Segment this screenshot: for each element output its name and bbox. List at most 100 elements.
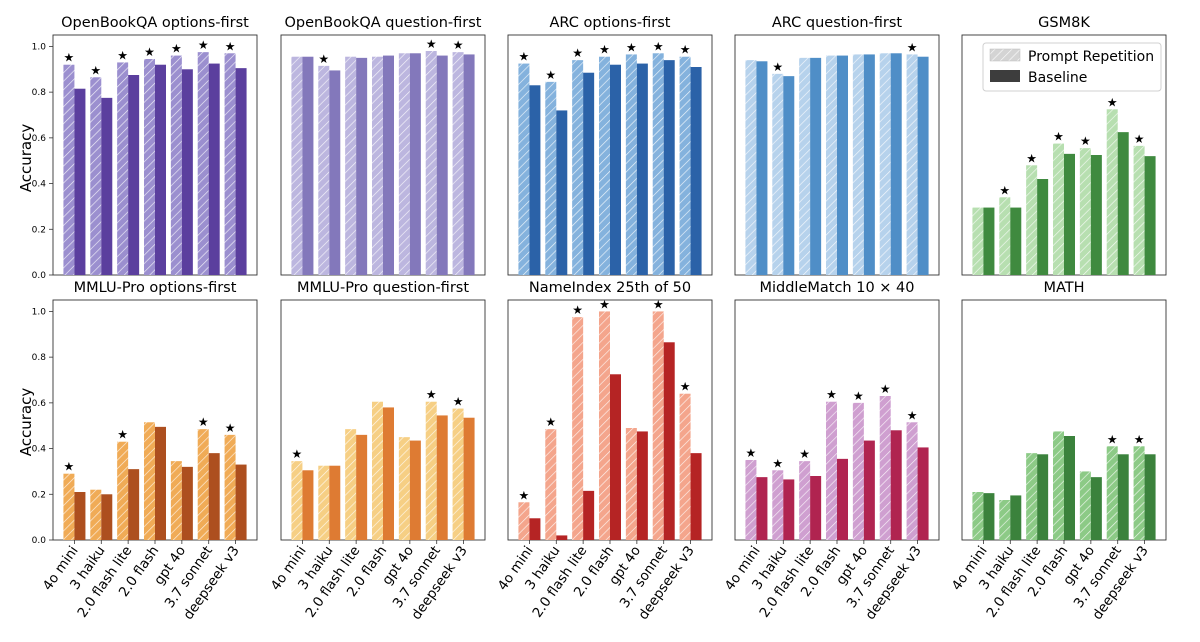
bar-baseline bbox=[1064, 436, 1075, 540]
bar-prompt-repetition bbox=[1079, 471, 1091, 540]
subplot-title: OpenBookQA question-first bbox=[285, 15, 482, 31]
bar-prompt-repetition bbox=[599, 56, 610, 275]
bar-baseline bbox=[1064, 153, 1075, 275]
significance-star: ★ bbox=[453, 38, 464, 52]
significance-star: ★ bbox=[572, 303, 583, 317]
bar-baseline bbox=[1144, 156, 1156, 275]
bar-prompt-repetition bbox=[772, 470, 784, 540]
bar-baseline bbox=[783, 76, 795, 276]
bar-prompt-repetition bbox=[1053, 143, 1064, 275]
subplot: MiddleMatch 10 × 40★4o mini★3 haiku★2.0 … bbox=[722, 280, 940, 623]
significance-star: ★ bbox=[64, 51, 75, 65]
legend: Prompt Repetition Baseline bbox=[982, 42, 1162, 92]
bar-baseline bbox=[1144, 454, 1156, 540]
bar-baseline bbox=[810, 476, 822, 540]
bar-prompt-repetition bbox=[170, 461, 182, 540]
bar-baseline bbox=[329, 70, 341, 275]
bar-prompt-repetition bbox=[291, 56, 303, 275]
bar-prompt-repetition bbox=[972, 207, 984, 275]
y-tick-label: 0.0 bbox=[32, 271, 47, 281]
bar-prompt-repetition bbox=[772, 73, 784, 275]
bar-prompt-repetition bbox=[826, 55, 837, 276]
bar-baseline bbox=[663, 60, 675, 276]
bar-baseline bbox=[983, 493, 995, 540]
bar-baseline bbox=[409, 53, 421, 276]
bar-baseline bbox=[983, 207, 995, 275]
bar-prompt-repetition bbox=[972, 492, 984, 540]
significance-star: ★ bbox=[653, 297, 664, 311]
bar-prompt-repetition bbox=[452, 52, 464, 276]
significance-star: ★ bbox=[1026, 151, 1037, 165]
bar-prompt-repetition bbox=[1026, 165, 1038, 275]
subplot: GSM8K ★ ★ ★ ★ ★ ★ bbox=[961, 15, 1167, 276]
subplot-title: MiddleMatch 10 × 40 bbox=[759, 280, 914, 296]
bar-baseline bbox=[463, 54, 475, 275]
significance-star: ★ bbox=[519, 488, 530, 502]
bar-baseline bbox=[1010, 495, 1022, 540]
bar-baseline bbox=[383, 407, 394, 540]
bar-baseline bbox=[128, 469, 140, 540]
significance-star: ★ bbox=[144, 45, 155, 59]
bar-baseline bbox=[837, 458, 848, 540]
bar-prompt-repetition bbox=[625, 428, 637, 540]
bar-baseline bbox=[181, 69, 193, 276]
significance-star: ★ bbox=[746, 446, 757, 460]
bar-baseline bbox=[101, 97, 113, 275]
y-axis-label-bottom: Accuracy bbox=[17, 388, 35, 457]
subplot-title: NameIndex 25th of 50 bbox=[529, 280, 691, 296]
significance-star: ★ bbox=[117, 48, 128, 62]
bar-baseline bbox=[1117, 132, 1129, 275]
legend-swatch-baseline bbox=[990, 70, 1020, 82]
bar-baseline bbox=[74, 88, 86, 275]
subplot-title: MATH bbox=[1043, 280, 1084, 296]
bar-baseline bbox=[1117, 454, 1129, 540]
significance-star: ★ bbox=[426, 388, 437, 402]
significance-star: ★ bbox=[572, 46, 583, 60]
significance-star: ★ bbox=[599, 297, 610, 311]
bar-prompt-repetition bbox=[224, 53, 236, 276]
bar-prompt-repetition bbox=[425, 51, 437, 275]
bar-prompt-repetition bbox=[291, 461, 303, 540]
y-tick-label: 1.0 bbox=[32, 42, 47, 52]
bar-prompt-repetition bbox=[799, 57, 811, 275]
bar-prompt-repetition bbox=[1026, 453, 1038, 540]
significance-star: ★ bbox=[799, 447, 810, 461]
bar-prompt-repetition bbox=[117, 441, 129, 540]
bar-prompt-repetition bbox=[398, 53, 410, 276]
bar-baseline bbox=[128, 75, 140, 275]
bar-baseline bbox=[917, 56, 929, 275]
significance-star: ★ bbox=[907, 408, 918, 422]
bar-prompt-repetition bbox=[518, 502, 530, 540]
bar-baseline bbox=[436, 415, 448, 540]
subplot: ARC question-first ★ ★ bbox=[734, 15, 940, 276]
legend-label-repetition: Prompt Repetition bbox=[1028, 49, 1154, 65]
bar-prompt-repetition bbox=[652, 53, 664, 276]
subplot: OpenBookQA question-first ★ ★ ★ bbox=[280, 15, 486, 276]
bar-baseline bbox=[463, 417, 475, 540]
bar-prompt-repetition bbox=[224, 434, 236, 540]
bar-prompt-repetition bbox=[545, 81, 557, 275]
bar-baseline bbox=[636, 431, 648, 540]
bar-baseline bbox=[302, 470, 314, 540]
bar-baseline bbox=[208, 453, 220, 540]
bar-prompt-repetition bbox=[599, 311, 610, 540]
bar-baseline bbox=[583, 72, 595, 275]
bar-prompt-repetition bbox=[452, 408, 464, 540]
subplot-title: OpenBookQA options-first bbox=[61, 15, 249, 31]
bar-prompt-repetition bbox=[1053, 431, 1064, 540]
bar-prompt-repetition bbox=[745, 460, 757, 540]
significance-star: ★ bbox=[1107, 95, 1118, 109]
bar-baseline bbox=[890, 430, 902, 540]
bar-prompt-repetition bbox=[197, 52, 209, 276]
significance-star: ★ bbox=[826, 388, 837, 402]
bar-baseline bbox=[1090, 155, 1102, 275]
bar-prompt-repetition bbox=[999, 500, 1011, 540]
bar-prompt-repetition bbox=[999, 197, 1011, 275]
bar-prompt-repetition bbox=[318, 65, 330, 275]
bar-prompt-repetition bbox=[63, 473, 75, 540]
bar-prompt-repetition bbox=[144, 59, 155, 275]
bar-baseline bbox=[610, 64, 621, 275]
bar-baseline bbox=[863, 440, 875, 540]
